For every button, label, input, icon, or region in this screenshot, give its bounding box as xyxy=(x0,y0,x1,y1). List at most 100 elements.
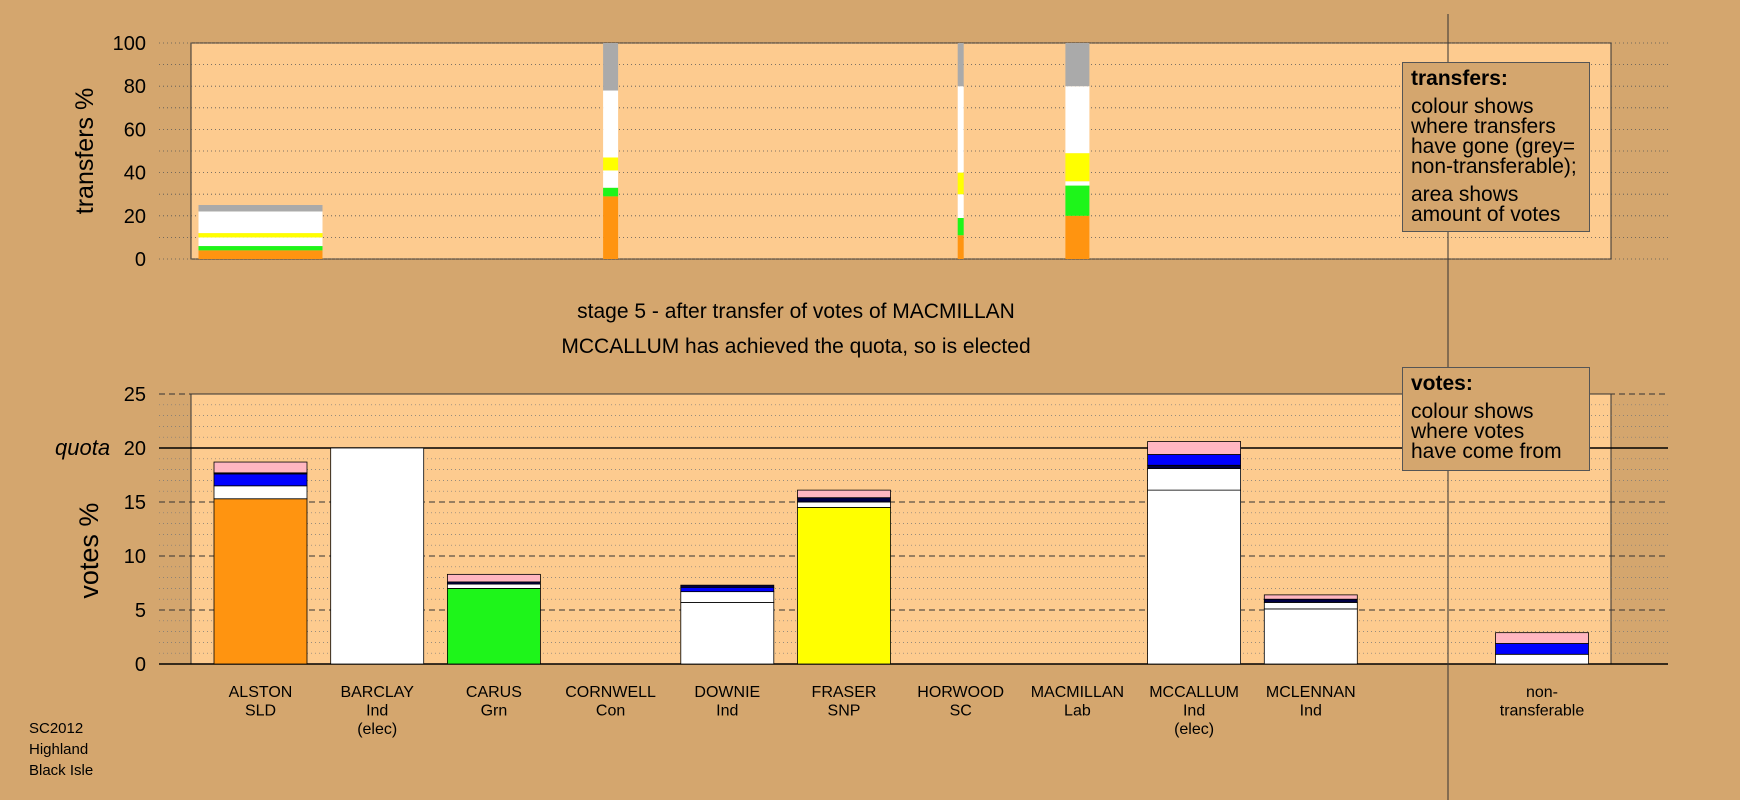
transfer-bar-segment xyxy=(1065,181,1090,186)
transfer-bar-segment xyxy=(603,43,619,91)
transfer-bar-segment xyxy=(603,90,619,158)
candidate-label: CARUS xyxy=(466,684,522,701)
transfers-y-tick-label: 80 xyxy=(124,76,146,98)
vote-bar-segment xyxy=(797,489,891,499)
vote-bar-segment xyxy=(797,501,891,508)
transfer-bar-segment xyxy=(603,157,619,171)
votes-legend-line: have come from xyxy=(1411,440,1562,463)
candidate-label: non- xyxy=(1526,684,1558,701)
transfers-legend-line: where transfers xyxy=(1411,115,1556,138)
votes-y-tick-label: 20 xyxy=(124,438,146,460)
transfer-bar-segment xyxy=(198,205,323,212)
votes-panel: 0 5 10 15 20 25 quota votes % ALSTON SLD BARCLAY In… xyxy=(55,384,1668,738)
transfers-legend-line: amount of votes xyxy=(1411,203,1561,226)
stage-subtitle: MCCALLUM has achieved the quota, so is e… xyxy=(561,335,1031,358)
vote-bar-segment xyxy=(680,584,775,588)
candidate-label: Grn xyxy=(481,703,508,720)
transfer-bar-segment xyxy=(603,187,619,197)
transfer-bar-segment xyxy=(957,172,964,195)
vote-bar-segment xyxy=(1147,454,1241,466)
transfer-bar-segment xyxy=(957,43,964,87)
transfers-y-tick-label: 100 xyxy=(113,33,146,55)
candidate-label: Ind xyxy=(1300,703,1322,720)
votes-y-tick-label: 0 xyxy=(135,654,146,676)
transfer-bar-segment xyxy=(198,237,323,247)
vote-bar-segment xyxy=(213,461,308,474)
transfers-y-tick-label: 60 xyxy=(124,119,146,141)
candidate-label: Lab xyxy=(1064,703,1091,720)
transfer-bar-segment xyxy=(198,246,323,251)
candidate-label: BARCLAY xyxy=(340,684,414,701)
vote-bar-segment xyxy=(213,498,308,665)
transfers-y-axis-label: transfers % xyxy=(71,88,99,214)
candidate-label: MACMILLAN xyxy=(1031,684,1124,701)
transfer-bar-segment xyxy=(957,86,964,173)
transfer-bar-segment xyxy=(957,194,964,218)
vote-bar-segment xyxy=(680,586,775,593)
transfers-legend: transfers: colour shows where transfers … xyxy=(1402,62,1590,232)
vote-bar-segment xyxy=(1495,643,1589,655)
footer-year: SC2012 xyxy=(29,720,84,737)
vote-bar-segment xyxy=(797,506,891,665)
candidate-label: MCCALLUM xyxy=(1149,684,1239,701)
vote-bar-segment xyxy=(1263,594,1358,600)
candidate-label: HORWOOD xyxy=(917,684,1004,701)
vote-bar-segment xyxy=(446,588,541,665)
vote-bar-segment xyxy=(1495,632,1589,644)
votes-legend: votes: colour shows where votes have com… xyxy=(1402,367,1590,471)
transfer-bar-segment xyxy=(1065,43,1090,87)
vote-bar-segment xyxy=(680,591,775,603)
votes-plot-area xyxy=(190,393,1612,665)
quota-label: quota xyxy=(55,435,110,460)
candidate-label: (elec) xyxy=(1174,721,1214,738)
vote-bar-segment xyxy=(1147,441,1241,455)
vote-bar-segment xyxy=(1147,489,1241,665)
transfer-bar-segment xyxy=(603,196,619,259)
vote-bar-segment xyxy=(1147,464,1241,469)
footer-ward: Black Isle xyxy=(29,762,94,779)
transfer-bar-segment xyxy=(1065,215,1090,259)
vote-bar-segment xyxy=(1263,598,1358,603)
candidate-label: SLD xyxy=(245,703,276,720)
transfer-bar-segment xyxy=(603,170,619,188)
transfer-bar-segment xyxy=(1065,185,1090,216)
vote-bar-segment xyxy=(1263,608,1358,665)
candidate-label: FRASER xyxy=(812,684,877,701)
transfers-legend-line: area shows xyxy=(1411,183,1519,206)
vote-bar-segment xyxy=(1495,653,1589,665)
vote-bar-segment xyxy=(213,485,308,500)
transfers-y-tick-label: 40 xyxy=(124,163,146,185)
footer-council: Highland xyxy=(29,741,89,758)
candidate-label: ALSTON xyxy=(229,684,293,701)
candidate-label: Con xyxy=(596,703,625,720)
candidate-label: CORNWELL xyxy=(565,684,656,701)
candidate-label: Ind xyxy=(1183,703,1205,720)
candidate-label: MCLENNAN xyxy=(1266,684,1356,701)
candidate-label: SNP xyxy=(828,703,861,720)
transfer-bar-segment xyxy=(198,211,323,234)
transfer-bar-segment xyxy=(198,233,323,238)
transfer-bar-segment xyxy=(957,217,964,236)
votes-y-tick-label: 5 xyxy=(135,600,146,622)
transfers-legend-line: colour shows xyxy=(1411,95,1534,118)
stage-title: stage 5 - after transfer of votes of MAC… xyxy=(577,300,1015,323)
vote-bar-segment xyxy=(213,473,308,487)
transfers-panel: 0 20 40 60 80 100 transfers % xyxy=(71,33,1668,271)
transfer-bar-segment xyxy=(957,235,964,259)
candidate-label: Ind xyxy=(716,703,738,720)
candidate-label: (elec) xyxy=(357,721,397,738)
transfer-bar-segment xyxy=(1065,86,1090,154)
votes-y-tick-label: 15 xyxy=(124,492,146,514)
transfer-bar-segment xyxy=(1065,153,1090,182)
candidate-label: Ind xyxy=(366,703,388,720)
vote-bar-segment xyxy=(1263,602,1358,610)
vote-bar-segment xyxy=(330,447,425,665)
votes-legend-title: votes: xyxy=(1411,372,1473,395)
vote-bar-segment xyxy=(797,497,891,503)
transfers-y-tick-label: 20 xyxy=(124,206,146,228)
candidate-label: SC xyxy=(950,703,972,720)
transfers-legend-line: have gone (grey= xyxy=(1411,135,1576,158)
candidate-label: DOWNIE xyxy=(694,684,760,701)
votes-legend-line: where votes xyxy=(1411,420,1525,443)
